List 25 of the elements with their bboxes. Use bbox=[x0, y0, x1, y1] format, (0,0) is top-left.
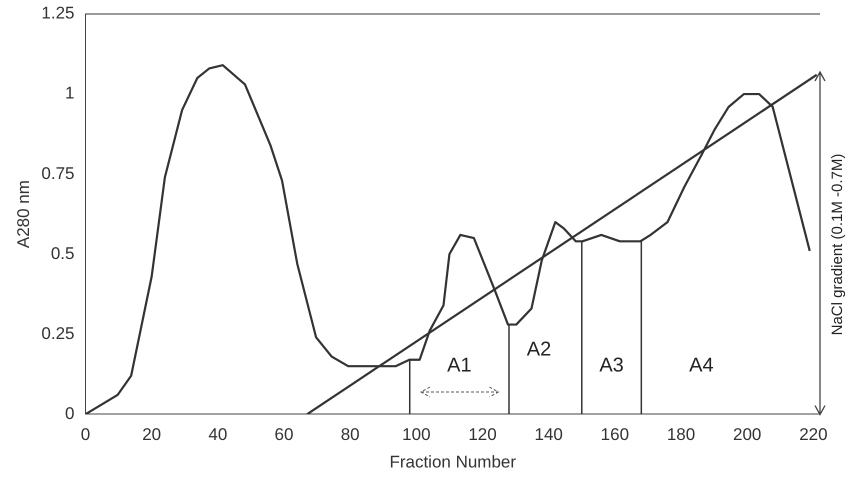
y-tick-label: 1 bbox=[65, 84, 74, 103]
x-tick-label: 0 bbox=[80, 425, 90, 444]
x-tick-label: 200 bbox=[733, 425, 762, 444]
y-axis-title: A280 nm bbox=[14, 180, 33, 248]
x-tick-label: 140 bbox=[534, 425, 563, 444]
annotation: A2 bbox=[526, 338, 552, 361]
x-tick-label: 100 bbox=[402, 425, 431, 444]
annotation: A1 bbox=[447, 354, 472, 377]
y-tick-label: 1.25 bbox=[41, 4, 74, 23]
y-tick-label: 0.75 bbox=[41, 164, 74, 183]
text: NaCl gradient (0.1M -0.7M) bbox=[829, 154, 846, 336]
x-tick-label: 160 bbox=[600, 425, 630, 444]
y-tick-label: 0.5 bbox=[50, 244, 74, 263]
x-tick-label: 20 bbox=[142, 425, 162, 444]
x-axis-title: Fraction Number bbox=[389, 452, 516, 472]
x-tick-label: 120 bbox=[468, 425, 497, 444]
x-tick-label: 60 bbox=[274, 425, 294, 444]
y-tick-label: 0.25 bbox=[41, 324, 74, 343]
x-tick-label: 80 bbox=[340, 425, 360, 444]
y-tick-label: 0 bbox=[65, 404, 74, 423]
x-tick-label: 180 bbox=[666, 425, 696, 444]
x-tick-label: 40 bbox=[208, 425, 228, 444]
annotation: A3 bbox=[599, 354, 624, 377]
annotation: A4 bbox=[689, 354, 714, 377]
x-tick-label: 220 bbox=[799, 425, 828, 444]
